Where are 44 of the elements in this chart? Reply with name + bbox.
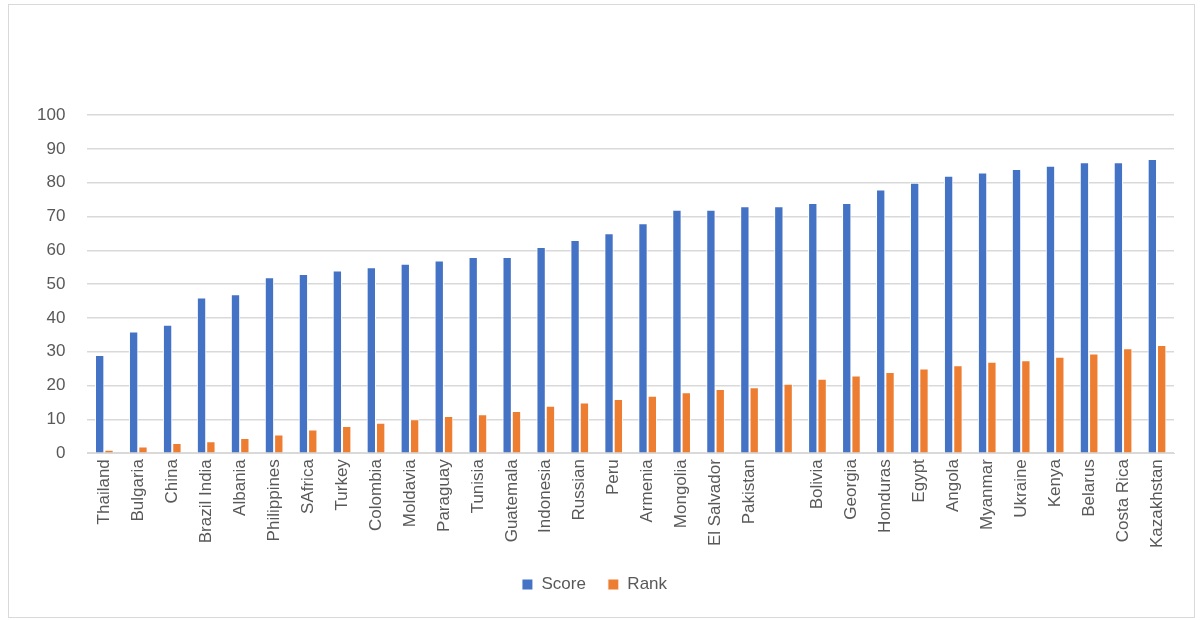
x-tick-label: Turkey: [331, 458, 351, 511]
x-tick-label: Ukraine: [1010, 459, 1030, 518]
x-tick-label: Mongolia: [671, 458, 691, 529]
x-tick-label: Myanmar: [976, 458, 996, 531]
x-tick-label: Guatemala: [501, 458, 521, 543]
x-tick-label: Russian: [569, 459, 589, 521]
x-tick-label: Albania: [229, 458, 249, 516]
y-tick-label: 10: [46, 409, 66, 429]
x-tick-label: El Salvador: [705, 458, 725, 547]
x-tick-label: Kazakhstan: [1146, 459, 1166, 549]
y-tick-label: 100: [36, 104, 66, 124]
y-tick-label: 90: [46, 138, 66, 158]
x-tick-label: Philippines: [263, 459, 283, 542]
x-tick-label: Tunisia: [467, 458, 487, 514]
legend-label: Rank: [627, 574, 668, 594]
x-tick-label: Egypt: [909, 458, 929, 503]
y-tick-label: 80: [46, 172, 66, 192]
x-tick-label: Bulgaria: [127, 458, 147, 522]
y-tick-label: 40: [46, 307, 66, 327]
x-tick-label: Georgia: [841, 458, 861, 520]
x-tick-label: Costa Rica: [1112, 458, 1132, 543]
x-tick-label: Paraguay: [433, 458, 453, 532]
x-tick-label: Indonesia: [535, 458, 555, 533]
legend-label: Score: [541, 574, 586, 594]
x-tick-label: Kenya: [1044, 458, 1064, 508]
x-tick-label: Pakistan: [739, 459, 759, 525]
y-tick-label: 30: [46, 341, 66, 361]
x-tick-label: SAfrica: [297, 458, 317, 514]
y-tick-label: 20: [46, 375, 66, 395]
x-tick-label: Armenia: [637, 458, 657, 523]
x-tick-label: Angola: [942, 458, 962, 513]
x-tick-label: Bolivia: [807, 458, 827, 510]
x-tick-label: Peru: [603, 459, 623, 496]
y-tick-label: 60: [46, 239, 66, 259]
y-tick-label: 50: [46, 273, 66, 293]
x-tick-label: Colombia: [365, 458, 385, 531]
x-tick-label: Brazil India: [195, 458, 215, 544]
x-tick-label: Thailand: [94, 459, 114, 525]
x-tick-label: Belarus: [1078, 459, 1098, 517]
y-tick-label: 0: [55, 442, 66, 462]
x-tick-label: Moldavia: [399, 458, 419, 528]
x-tick-label: China: [161, 458, 181, 504]
y-tick-label: 70: [46, 206, 66, 226]
x-tick-label: Honduras: [875, 459, 895, 533]
